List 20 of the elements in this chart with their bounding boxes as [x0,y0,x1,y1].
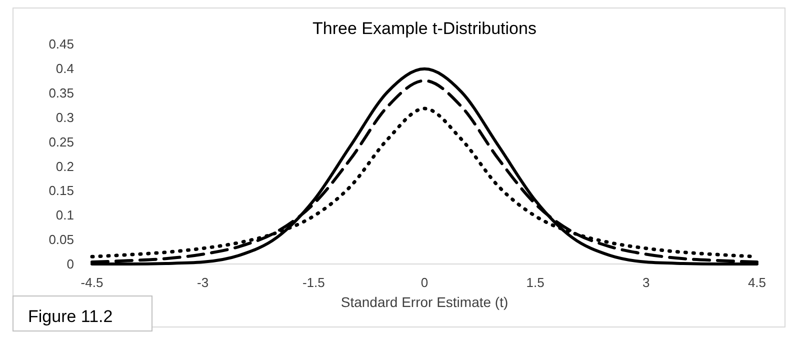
x-tick-label: 1.5 [526,275,544,290]
y-tick-label: 0 [66,256,74,272]
x-tick-label: 0 [420,275,428,290]
y-tick-label: 0.4 [56,60,74,76]
y-tick-label: 0.45 [48,36,74,52]
x-tick-label: -3 [197,275,209,290]
x-axis-title: Standard Error Estimate (t) [340,294,508,310]
y-tick-label: 0.05 [48,232,74,248]
chart-title: Three Example t-Distributions [312,19,536,38]
y-tick-label: 0.1 [56,208,74,223]
x-tick-label: -1.5 [302,275,325,290]
caption: Figure 11.2 [28,307,113,326]
x-tick-label: -4.5 [80,275,104,290]
y-tick-label: 0.3 [56,110,74,125]
y-tick-label: 0.35 [48,85,74,100]
x-tick-label: 3 [642,275,650,290]
y-tick-label: 0.25 [48,134,74,150]
y-tick-label: 0.2 [56,158,74,174]
x-tick-label: 4.5 [748,275,766,290]
y-tick-label: 0.15 [48,183,74,198]
